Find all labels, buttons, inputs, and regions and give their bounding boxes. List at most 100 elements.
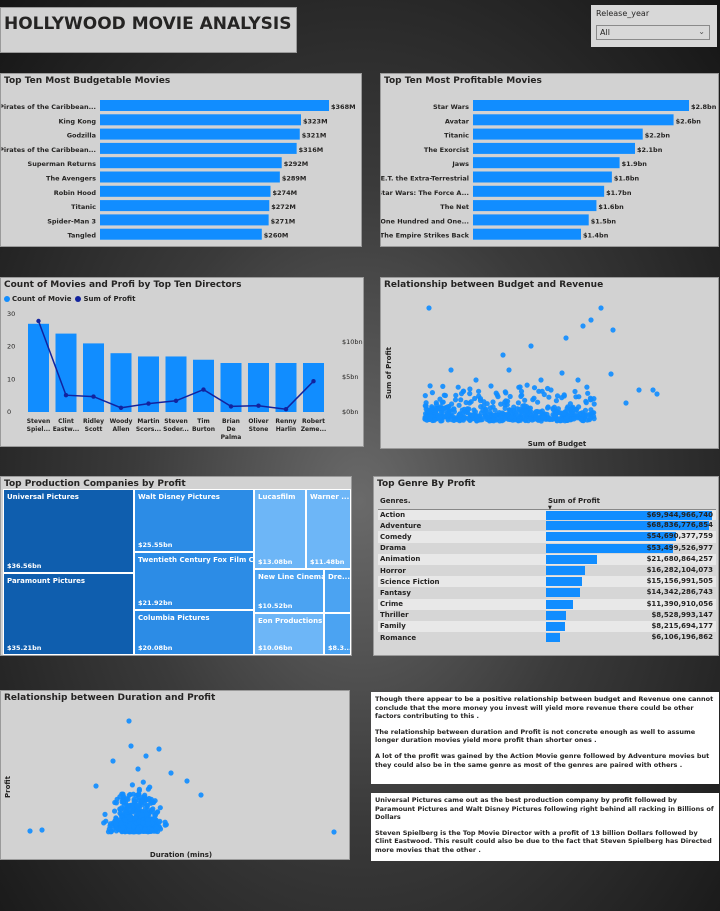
scatter-point — [441, 405, 447, 411]
line-point — [228, 404, 234, 409]
table-row[interactable]: Family $8,215,694,177 — [378, 620, 716, 633]
table-row[interactable]: Horror $16,282,104,073 — [378, 565, 716, 576]
treemap-label: Eon Productions — [258, 617, 323, 625]
bar — [55, 333, 77, 412]
scatter-point — [435, 406, 441, 412]
bar — [473, 185, 605, 197]
table-row[interactable]: Action $69,944,966,740 — [378, 509, 716, 521]
legend-item-profit[interactable]: Sum of Profit — [75, 295, 135, 303]
scatter-point — [27, 828, 33, 834]
insight-text: Universal Pictures came out as the best … — [375, 796, 714, 822]
release-year-dropdown[interactable]: All ⌄ — [596, 25, 710, 40]
scatter-point — [468, 399, 474, 405]
profit-cell: $21,680,864,257 — [546, 553, 716, 565]
scatter-point — [486, 418, 493, 424]
category-label: Jaws — [451, 160, 469, 168]
scatter-point — [140, 779, 146, 785]
profit-bar — [546, 610, 567, 620]
legend-item-count[interactable]: Count of Movie — [4, 295, 71, 303]
scatter-point — [654, 391, 660, 397]
column-header-genre[interactable]: Genres. — [380, 496, 411, 505]
treemap-tile[interactable]: Lucasfilm $13.08bn — [254, 489, 306, 569]
companies-treemap-title: Top Production Companies by Profit — [4, 479, 186, 489]
scatter-point — [538, 377, 544, 383]
treemap-tile[interactable]: Eon Productions $10.06bn — [254, 613, 324, 655]
scatter-point — [585, 412, 591, 418]
data-label: $1.8bn — [614, 175, 640, 183]
data-label: $1.5bn — [591, 217, 617, 225]
scatter-point — [433, 400, 439, 406]
scatter-point — [444, 412, 451, 418]
scatter-point — [144, 811, 150, 817]
scatter-point — [495, 394, 501, 400]
scatter-point — [429, 405, 435, 411]
treemap-tile[interactable]: Walt Disney Pictures $25.55bn — [134, 489, 254, 552]
scatter-point — [122, 817, 128, 823]
scatter-point — [439, 399, 445, 405]
scatter-point — [125, 803, 131, 809]
genre-table-panel: Top Genre By Profit Genres. Sum of Profi… — [373, 476, 719, 656]
treemap-tile[interactable]: Paramount Pictures $35.21bn — [3, 573, 134, 655]
table-row[interactable]: Comedy $54,690,377,759 — [378, 531, 716, 543]
category-label: Spiel... — [27, 426, 51, 433]
line-point — [311, 379, 316, 384]
scatter-point — [555, 406, 561, 412]
treemap-value: $21.92bn — [138, 599, 173, 607]
scatter-point — [184, 778, 190, 784]
scatter-point — [515, 418, 521, 424]
scatter-point — [143, 753, 149, 759]
scatter-point — [423, 403, 429, 409]
scatter-point — [453, 392, 459, 398]
scatter-point — [446, 408, 453, 414]
scatter-point — [507, 408, 513, 414]
scatter-point — [472, 409, 478, 415]
scatter-point — [521, 403, 528, 409]
data-label: $2.6bn — [676, 117, 702, 125]
scatter-point — [114, 796, 120, 802]
table-row[interactable]: Drama $53,499,526,977 — [378, 543, 716, 554]
table-row[interactable]: Science Fiction $15,156,991,505 — [378, 576, 716, 588]
scatter-point — [517, 384, 523, 390]
table-row[interactable]: Animation $21,680,864,257 — [378, 553, 716, 565]
scatter-point — [533, 412, 539, 418]
insight-text: A lot of the profit was gained by the Ac… — [375, 751, 710, 769]
category-label: Clint — [58, 418, 74, 425]
column-header-profit[interactable]: Sum of Profit ▼ — [546, 493, 716, 511]
scatter-point — [546, 415, 552, 421]
companies-treemap-panel: Top Production Companies by Profit Unive… — [0, 476, 352, 656]
table-row[interactable]: Crime $11,390,910,056 — [378, 598, 716, 610]
table-row[interactable]: Adventure $68,836,776,854 — [378, 520, 716, 531]
data-label: $1.9bn — [622, 160, 648, 168]
scatter-point — [145, 786, 151, 792]
treemap-value: $20.08bn — [138, 644, 173, 652]
scatter-point — [503, 390, 509, 396]
category-label: Tangled — [67, 232, 96, 240]
scatter-point — [140, 820, 146, 826]
profit-cell: $16,282,104,073 — [546, 565, 716, 576]
treemap-tile[interactable]: New Line Cinema $10.52bn — [254, 569, 324, 613]
table-row[interactable]: Thriller $8,528,993,147 — [378, 610, 716, 621]
line-point — [256, 403, 261, 408]
scatter-point — [524, 382, 530, 388]
legend-dot-icon — [75, 296, 82, 302]
treemap-tile[interactable]: Twentieth Century Fox Film Co... $21.92bn — [134, 552, 254, 610]
table-row[interactable]: Romance $6,106,196,862 — [378, 632, 716, 643]
scatter-point — [126, 823, 132, 829]
genre-cell: Family — [378, 620, 546, 633]
scatter-point — [466, 406, 472, 412]
category-label: E.T. the Extra-Terrestrial — [381, 175, 469, 183]
treemap-tile[interactable]: Dre... — [324, 569, 351, 613]
treemap-tile[interactable]: Universal Pictures $36.56bn — [3, 489, 134, 573]
category-label: Soder... — [163, 426, 189, 433]
bar — [100, 100, 329, 111]
treemap-tile[interactable]: $8.3... — [324, 613, 351, 655]
table-row[interactable]: Fantasy $14,342,286,743 — [378, 587, 716, 598]
bar — [100, 228, 262, 240]
treemap-tile[interactable]: Columbia Pictures $20.08bn — [134, 610, 254, 655]
scatter-point — [461, 414, 468, 420]
treemap-tile[interactable]: Warner ... $11.48bn — [306, 489, 351, 569]
scatter-point — [584, 417, 590, 423]
genre-cell: Fantasy — [380, 588, 411, 597]
scatter-point — [126, 827, 132, 833]
scatter-point — [129, 803, 135, 809]
